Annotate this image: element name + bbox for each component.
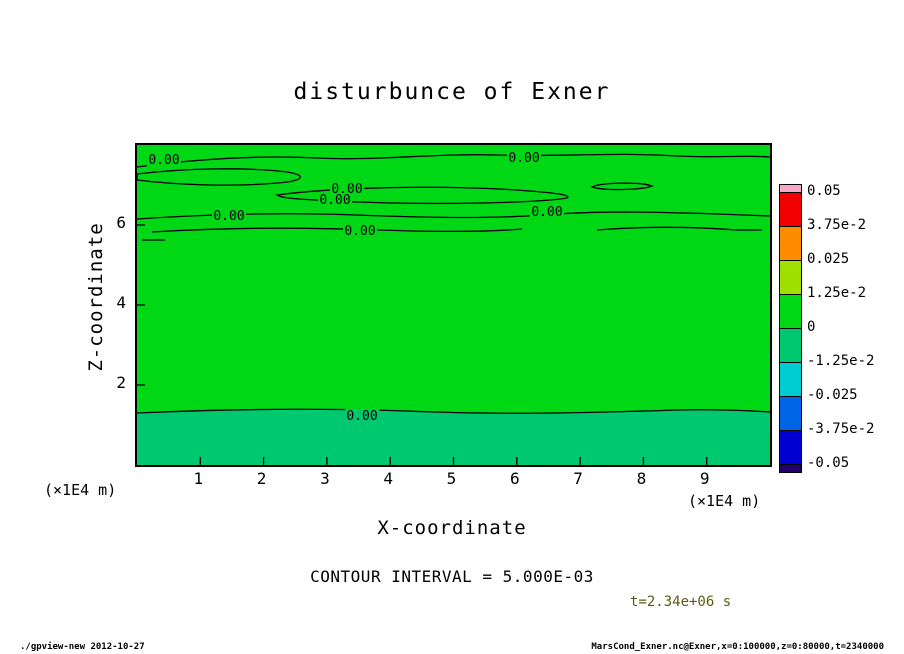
colorbar-label: 0.05 (807, 183, 841, 199)
contour-label: 0.00 (213, 209, 244, 224)
x-tick-label: 6 (509, 469, 520, 488)
colorbar-segment (780, 185, 801, 192)
y-tick-label: 4 (116, 293, 126, 312)
contour-line (596, 226, 762, 231)
colorbar-segment (780, 464, 801, 472)
x-axis-label: X-coordinate (377, 517, 527, 539)
x-tick-label: 2 (256, 469, 267, 488)
colorbar-segment (780, 192, 801, 226)
colorbar-segment (780, 328, 801, 362)
contour-label-bg (530, 205, 564, 219)
x-tick-label: 8 (636, 469, 647, 488)
colorbar-label: 0.025 (807, 251, 850, 267)
colorbar-label: -0.025 (807, 387, 858, 403)
y-tick-label: 6 (116, 213, 126, 232)
contour-label: 0.00 (319, 193, 350, 208)
contour-label: 0.00 (531, 205, 562, 220)
y-axis-units: (×1E4 m) (44, 481, 117, 499)
colorbar-label: 1.25e-2 (807, 285, 867, 301)
contour-line (590, 182, 654, 191)
x-tick-label: 3 (320, 469, 330, 488)
contour-interval-text: CONTOUR INTERVAL = 5.000E-03 (310, 567, 594, 586)
contour-line (151, 227, 523, 233)
x-tick-label: 1 (193, 469, 204, 488)
footer-command: ./gpview-new 2012-10-27 (20, 642, 145, 652)
contour-label-bg (147, 153, 181, 167)
colorbar-segment (780, 260, 801, 294)
colorbar-label: 3.75e-2 (807, 217, 867, 233)
negative-band-fill (137, 409, 770, 465)
contour-label-bg (330, 182, 364, 196)
colorbar-label: -0.05 (807, 455, 850, 471)
contour-label: 0.00 (508, 151, 539, 166)
colorbar-segment (780, 294, 801, 328)
y-tick-label: 2 (116, 373, 126, 392)
x-tick-label: 7 (573, 469, 583, 488)
contour-line (137, 153, 770, 168)
contour-label-bg (507, 151, 541, 165)
x-tick-label: 4 (383, 469, 393, 488)
contour-label-bg (343, 224, 377, 238)
time-label: t=2.34e+06 s (630, 594, 732, 610)
contour-line (137, 408, 770, 414)
colorbar-segment (780, 430, 801, 464)
colorbar-label: 0 (807, 319, 816, 335)
x-tick-label: 9 (699, 469, 710, 488)
footer-file-info: MarsCond_Exner.nc@Exner,x=0:100000,z=0:8… (591, 642, 884, 652)
colorbar: 0.05 3.75e-2 0.025 1.25e-2 0 -1.25e-2 -0.025 -3… (779, 183, 874, 473)
chart-title: disturbunce of Exner (293, 79, 611, 105)
colorbar-label: -1.25e-2 (807, 353, 875, 369)
colorbar-label: -3.75e-2 (807, 421, 875, 437)
colorbar-segment (780, 362, 801, 396)
contour-label: 0.00 (346, 409, 377, 424)
contour-label: 0.00 (344, 224, 375, 239)
contour-line (137, 168, 301, 186)
contour-label-bg (212, 209, 246, 223)
contour-plot: 0.00 0.000.000.000.00 0.000.000.00 (137, 151, 770, 465)
contour-label: 0.00 (148, 153, 179, 168)
contour-label-bg (345, 409, 379, 423)
plot-area: 0.00 0.00 0.00 0.00 0.00 0.00 0.00 0.00 (135, 143, 772, 467)
colorbar-segment (780, 226, 801, 260)
contour-label-bg (318, 193, 352, 207)
x-axis-units: (×1E4 m) (688, 492, 761, 510)
x-tick-label: 5 (446, 469, 457, 488)
colorbar-segment (780, 396, 801, 430)
